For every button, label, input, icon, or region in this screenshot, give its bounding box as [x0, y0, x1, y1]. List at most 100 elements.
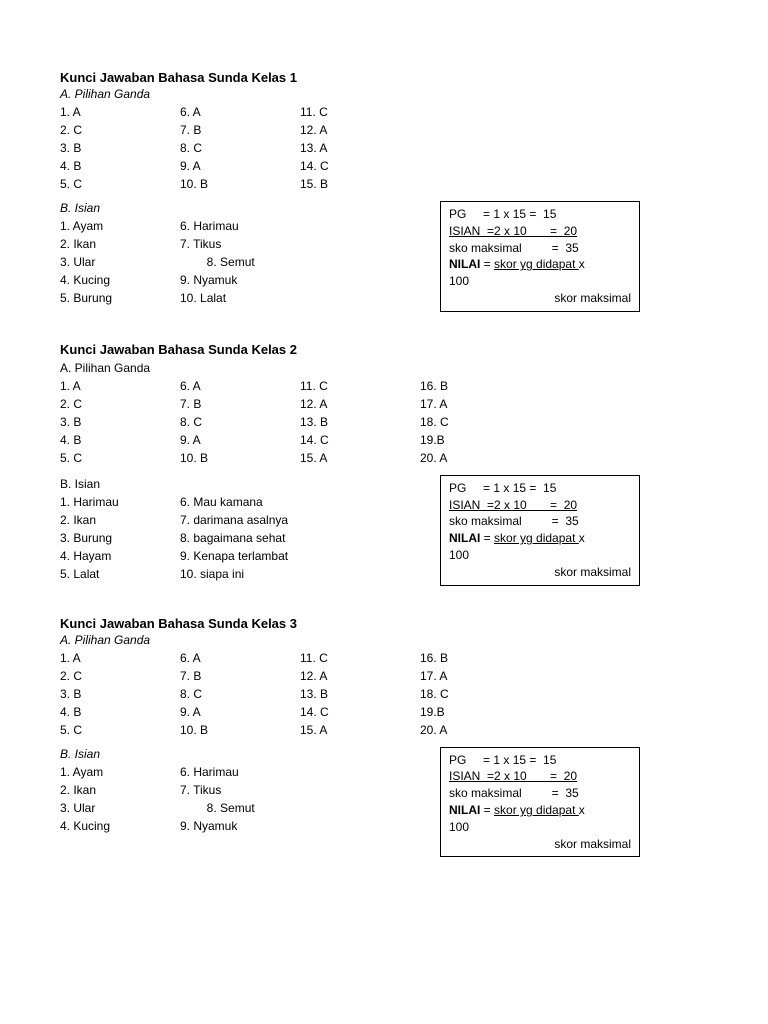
- isian-item: 8. Semut: [180, 253, 300, 271]
- pg-item: 16. B: [420, 377, 540, 395]
- isian-item: 3. Ular: [60, 253, 180, 271]
- isian-item: 3. Burung: [60, 529, 180, 547]
- isian-block: B. Isian1. Ayam2. Ikan3. Ular4. Kucing5.…: [60, 201, 708, 312]
- section-title: Kunci Jawaban Bahasa Sunda Kelas 1: [60, 70, 708, 85]
- pg-item: 9. A: [180, 431, 300, 449]
- pg-item: 2. C: [60, 667, 180, 685]
- pg-item: 11. C: [300, 649, 420, 667]
- nilai-numerator: skor yg didapat: [494, 257, 579, 271]
- pg-item: 8. C: [180, 413, 300, 431]
- isian-item: 7. Tikus: [180, 781, 300, 799]
- answer-key-section: Kunci Jawaban Bahasa Sunda Kelas 1A. Pil…: [60, 70, 708, 312]
- pg-item: 6. A: [180, 649, 300, 667]
- pg-item: 19.B: [420, 703, 540, 721]
- isian-item: 2. Ikan: [60, 781, 180, 799]
- isian-item: 5. Lalat: [60, 565, 180, 583]
- score-line-isian: ISIAN =2 x 10 = 20: [449, 223, 631, 240]
- score-line-max: sko maksimal = 35: [449, 513, 631, 530]
- pg-item: 11. C: [300, 103, 420, 121]
- isian-item: 5. Burung: [60, 289, 180, 307]
- isian-column: 1. Ayam2. Ikan3. Ular4. Kucing5. Burung: [60, 217, 180, 307]
- score-box: PG = 1 x 15 = 15ISIAN =2 x 10 = 20sko ma…: [440, 747, 640, 858]
- isian-column: 6. Harimau7. Tikus 8. Semut9. Nyamuk10. …: [180, 217, 300, 307]
- isian-item: 1. Ayam: [60, 763, 180, 781]
- isian-column: 1. Ayam2. Ikan3. Ular4. Kucing: [60, 763, 180, 835]
- nilai-label: NILAI: [449, 257, 480, 271]
- pg-item: 5. C: [60, 175, 180, 193]
- isian-columns: 1. Ayam2. Ikan3. Ular4. Kucing6. Harimau…: [60, 763, 440, 835]
- isian-subtitle: B. Isian: [60, 747, 440, 761]
- isian-item: 8. Semut: [180, 799, 300, 817]
- pg-item: 2. C: [60, 395, 180, 413]
- isian-block: B. Isian1. Harimau2. Ikan3. Burung4. Hay…: [60, 475, 708, 586]
- answer-key-section: Kunci Jawaban Bahasa Sunda Kelas 2 A. Pil…: [60, 342, 708, 586]
- isian-item: 1. Ayam: [60, 217, 180, 235]
- pg-item: 15. B: [300, 175, 420, 193]
- score-line-pg: PG = 1 x 15 = 15: [449, 206, 631, 223]
- pg-column: 1. A2. C3. B4. B5. C: [60, 649, 180, 739]
- pg-item: 9. A: [180, 703, 300, 721]
- pg-item: 12. A: [300, 395, 420, 413]
- pg-item: 10. B: [180, 175, 300, 193]
- isian-columns: 1. Harimau2. Ikan3. Burung4. Hayam5. Lal…: [60, 493, 440, 583]
- isian-left: B. Isian1. Harimau2. Ikan3. Burung4. Hay…: [60, 475, 440, 583]
- pg-item: 14. C: [300, 157, 420, 175]
- pg-column: 11. C12. A13. A14. C15. B: [300, 103, 420, 193]
- pg-item: 8. C: [180, 139, 300, 157]
- pg-item: 15. A: [300, 449, 420, 467]
- pg-item: 13. B: [300, 413, 420, 431]
- isian-column: 1. Harimau2. Ikan3. Burung4. Hayam5. Lal…: [60, 493, 180, 583]
- pg-item: 8. C: [180, 685, 300, 703]
- score-box: PG = 1 x 15 = 15ISIAN =2 x 10 = 20sko ma…: [440, 475, 640, 586]
- isian-item: 4. Kucing: [60, 271, 180, 289]
- pg-item: 13. B: [300, 685, 420, 703]
- pg-column: 1. A2. C3. B4. B5. C: [60, 377, 180, 467]
- score-line-nilai: NILAI = skor yg didapat x: [449, 530, 631, 547]
- pg-item: 15. A: [300, 721, 420, 739]
- isian-block: B. Isian 1. Ayam2. Ikan3. Ular4. Kucing6.…: [60, 747, 708, 858]
- pg-subtitle: A. Pilihan Ganda: [60, 359, 708, 377]
- pg-item: 4. B: [60, 703, 180, 721]
- pg-column: 1. A2. C3. B4. B5. C: [60, 103, 180, 193]
- pg-column: 6. A7. B8. C9. A10. B: [180, 649, 300, 739]
- nilai-mult: x: [579, 803, 585, 817]
- pg-item: 14. C: [300, 703, 420, 721]
- pg-item: 10. B: [180, 721, 300, 739]
- isian-item: 3. Ular: [60, 799, 180, 817]
- pg-item: 4. B: [60, 431, 180, 449]
- pg-item: 3. B: [60, 413, 180, 431]
- nilai-label: NILAI: [449, 803, 480, 817]
- isian-item: 1. Harimau: [60, 493, 180, 511]
- nilai-eq: =: [480, 803, 494, 817]
- pg-item: 1. A: [60, 649, 180, 667]
- pg-item: 12. A: [300, 121, 420, 139]
- pg-item: 18. C: [420, 685, 540, 703]
- score-line-100: 100: [449, 819, 631, 836]
- pg-item: 19.B: [420, 431, 540, 449]
- isian-item: 9. Nyamuk: [180, 817, 300, 835]
- score-line-denom: skor maksimal: [449, 290, 631, 307]
- pg-item: 20. A: [420, 449, 540, 467]
- isian-item: 2. Ikan: [60, 235, 180, 253]
- isian-column: 6. Mau kamana7. darimana asalnya8. bagai…: [180, 493, 340, 583]
- pg-item: 7. B: [180, 121, 300, 139]
- section-title: Kunci Jawaban Bahasa Sunda Kelas 2: [60, 342, 708, 357]
- score-line-isian: ISIAN =2 x 10 = 20: [449, 768, 631, 785]
- pg-item: 17. A: [420, 395, 540, 413]
- pg-columns: 1. A2. C3. B4. B5. C6. A7. B8. C9. A10. …: [60, 377, 708, 467]
- pg-item: 9. A: [180, 157, 300, 175]
- pg-item: 20. A: [420, 721, 540, 739]
- isian-subtitle: B. Isian: [60, 475, 440, 493]
- pg-item: 6. A: [180, 377, 300, 395]
- isian-item: 6. Mau kamana: [180, 493, 340, 511]
- isian-columns: 1. Ayam2. Ikan3. Ular4. Kucing5. Burung6…: [60, 217, 440, 307]
- score-line-nilai: NILAI = skor yg didapat x: [449, 256, 631, 273]
- pg-column: 6. A7. B8. C9. A10. B: [180, 377, 300, 467]
- nilai-numerator: skor yg didapat: [494, 531, 579, 545]
- score-line-100: 100: [449, 273, 631, 290]
- pg-column: 11. C12. A13. B14. C15. A: [300, 377, 420, 467]
- pg-item: 5. C: [60, 449, 180, 467]
- pg-item: 4. B: [60, 157, 180, 175]
- pg-item: 12. A: [300, 667, 420, 685]
- score-line-max: sko maksimal = 35: [449, 785, 631, 802]
